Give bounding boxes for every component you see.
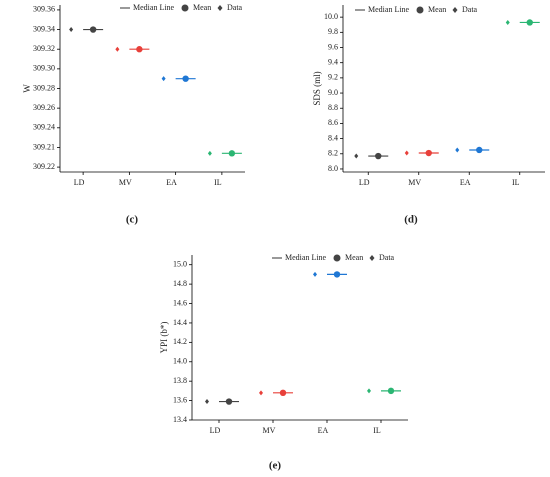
data-point: [161, 76, 166, 82]
legend-data: [452, 7, 458, 13]
x-tick-label: EA: [166, 178, 177, 187]
legend-label: Data: [227, 3, 243, 12]
legend-mean: [181, 4, 189, 12]
y-tick-label: 9.2: [328, 73, 338, 82]
y-tick-label: 13.8: [173, 376, 187, 385]
x-tick-label: MV: [408, 178, 421, 187]
data-point: [367, 388, 371, 394]
y-tick-label: 13.4: [173, 415, 187, 424]
y-tick-label: 9.0: [328, 88, 338, 97]
legend-label: Mean: [193, 3, 211, 12]
x-tick-label: IL: [373, 426, 381, 435]
x-tick-label: IL: [512, 178, 520, 187]
y-tick-label: 309.30: [33, 64, 55, 73]
y-tick-label: 309.21: [33, 142, 55, 151]
y-tick-label: 14.6: [173, 298, 187, 307]
legend-label: Median Line: [133, 3, 175, 12]
panel-label: (e): [269, 460, 282, 472]
legend-mean: [333, 254, 341, 262]
y-axis-label: YPI (b*): [159, 322, 169, 354]
legend-label: Median Line: [368, 5, 410, 14]
legend-data: [369, 255, 375, 261]
legend-data: [217, 5, 223, 11]
data-point: [313, 271, 317, 277]
legend-mean: [416, 6, 424, 14]
y-tick-label: 8.2: [328, 149, 338, 158]
y-tick-label: 13.6: [173, 395, 187, 404]
x-tick-label: MV: [119, 178, 132, 187]
mean-point: [425, 149, 432, 157]
mean-point: [136, 46, 143, 53]
y-tick-label: 8.4: [328, 133, 338, 142]
panel-label: (d): [404, 214, 418, 226]
mean-point: [89, 26, 97, 33]
data-point: [205, 399, 209, 405]
y-tick-label: 9.6: [328, 42, 338, 51]
data-point: [404, 150, 409, 156]
x-tick-label: EA: [460, 178, 471, 187]
x-tick-label: MV: [263, 426, 276, 435]
legend-label: Mean: [345, 253, 363, 262]
y-tick-label: 9.4: [328, 58, 338, 67]
data-point: [455, 147, 460, 153]
data-point: [69, 27, 74, 33]
x-tick-label: LD: [74, 178, 85, 187]
legend-label: Median Line: [285, 253, 327, 262]
y-tick-label: 14.2: [173, 337, 187, 346]
y-axis-label: W: [22, 84, 32, 93]
y-tick-label: 14.8: [173, 279, 187, 288]
x-tick-label: LD: [210, 426, 221, 435]
data-point: [354, 153, 359, 159]
y-tick-label: 309.26: [33, 103, 55, 112]
mean-point: [279, 389, 287, 397]
mean-point: [476, 146, 483, 154]
data-point: [207, 150, 212, 156]
panel-label: (c): [126, 214, 139, 226]
y-tick-label: 8.6: [328, 118, 338, 127]
x-tick-label: LD: [359, 178, 370, 187]
y-tick-label: 8.0: [328, 164, 338, 173]
y-tick-label: 309.22: [33, 162, 55, 171]
data-point: [115, 46, 120, 52]
y-tick-label: 309.36: [33, 5, 55, 14]
y-tick-label: 309.32: [33, 44, 55, 53]
y-tick-label: 14.0: [173, 357, 187, 366]
mean-point: [526, 19, 533, 26]
x-tick-label: EA: [318, 426, 329, 435]
y-tick-label: 309.24: [33, 123, 55, 132]
y-tick-label: 309.34: [33, 24, 55, 33]
mean-point: [182, 75, 189, 82]
mean-point: [387, 387, 395, 395]
mean-point: [375, 152, 382, 160]
legend-label: Mean: [428, 5, 446, 14]
y-tick-label: 309.28: [33, 83, 55, 92]
x-tick-label: IL: [214, 178, 222, 187]
y-axis-label: SDS (ml): [312, 71, 322, 105]
y-tick-label: 15.0: [173, 260, 187, 269]
data-point: [259, 390, 263, 396]
legend-label: Data: [462, 5, 478, 14]
y-tick-label: 9.8: [328, 27, 338, 36]
data-point: [505, 19, 510, 25]
y-tick-label: 14.4: [173, 318, 187, 327]
y-tick-label: 10.0: [324, 12, 338, 21]
mean-point: [225, 398, 233, 405]
mean-point: [333, 271, 341, 278]
y-tick-label: 8.8: [328, 103, 338, 112]
mean-point: [228, 150, 236, 157]
legend-label: Data: [379, 253, 395, 262]
